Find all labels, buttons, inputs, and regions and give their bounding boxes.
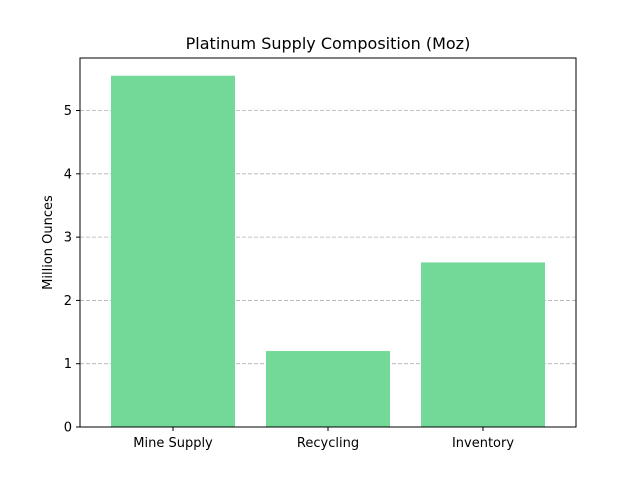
- y-tick-label: 3: [64, 231, 72, 246]
- x-axis-ticks: Mine Supply Recycling Inventory: [133, 427, 514, 451]
- y-tick-label: 0: [64, 421, 72, 436]
- bar-recycling: [266, 351, 390, 427]
- y-axis-ticks: 0 1 2 3 4 5: [64, 104, 80, 436]
- y-tick-label: 5: [64, 104, 72, 119]
- y-tick-label: 1: [64, 357, 72, 372]
- y-tick-label: 4: [64, 167, 72, 182]
- x-tick-label: Recycling: [297, 436, 359, 451]
- x-tick-label: Inventory: [452, 436, 514, 451]
- x-tick-label: Mine Supply: [133, 436, 213, 451]
- chart-title: Platinum Supply Composition (Moz): [186, 34, 471, 53]
- bar-inventory: [421, 262, 545, 427]
- y-tick-label: 2: [64, 294, 72, 309]
- bar-mine-supply: [111, 75, 235, 427]
- bars-group: [111, 75, 545, 427]
- y-axis-label: Million Ounces: [41, 195, 56, 290]
- plot-frame: [79, 57, 577, 428]
